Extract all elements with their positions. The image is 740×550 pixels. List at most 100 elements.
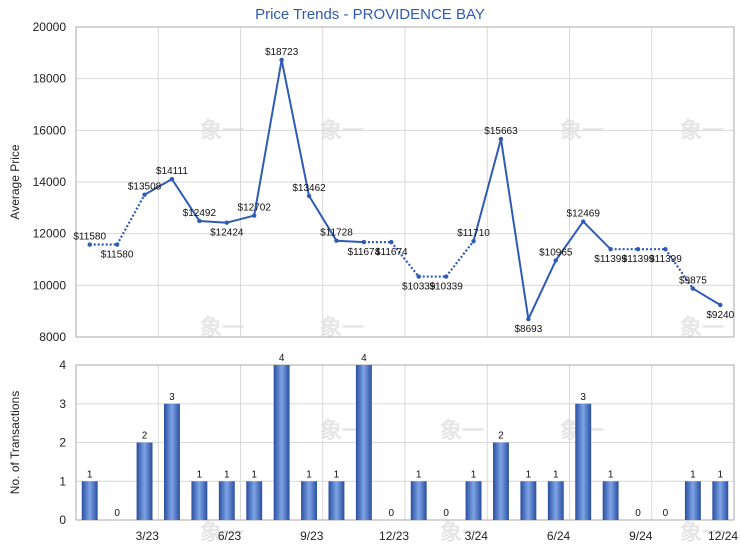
transaction-bar: [273, 365, 290, 520]
watermark: 象一: [440, 418, 484, 443]
price-y-tick-label: 12000: [33, 227, 67, 241]
price-data-label: $18723: [265, 47, 299, 58]
transaction-data-label: 4: [279, 353, 285, 364]
price-line-segment: [582, 220, 612, 250]
price-point: [416, 274, 421, 279]
x-tick-label: 6/24: [547, 529, 571, 543]
price-plot-frame: [75, 26, 735, 338]
transaction-bar: [218, 481, 235, 520]
x-tick-label: 12/23: [379, 529, 409, 543]
price-point: [553, 258, 558, 263]
transaction-data-label: 1: [416, 469, 422, 480]
x-tick-label: 3/23: [136, 529, 160, 543]
price-data-label: $11674: [348, 247, 381, 258]
price-data-label: $9875: [679, 276, 707, 287]
price-line-segment: [336, 239, 364, 244]
price-data-label: $13462: [292, 183, 326, 194]
price-line-segment: [527, 259, 557, 320]
transaction-data-label: 0: [389, 508, 395, 519]
txn-y-tick-label: 3: [59, 397, 66, 411]
txn-plot-frame: [75, 364, 735, 521]
price-data-label: $10339: [402, 282, 436, 293]
transaction-data-label: 0: [635, 508, 641, 519]
price-data-label: $11674: [375, 247, 408, 258]
watermark: 象一: [320, 315, 364, 340]
price-point: [169, 176, 175, 182]
txn-y-axis-title: No. of Transactions: [8, 391, 22, 494]
x-tick-label: 9/23: [300, 529, 324, 543]
price-data-label: $11399: [622, 254, 655, 265]
price-point: [690, 286, 696, 291]
price-data-label: $9240: [706, 310, 734, 321]
transaction-bar: [575, 403, 592, 520]
price-point: [142, 192, 147, 197]
chart-title: Price Trends - PROVIDENCE BAY: [255, 6, 485, 23]
price-y-tick-label: 8000: [39, 330, 66, 344]
transaction-bar: [81, 481, 98, 520]
price-point: [224, 220, 229, 225]
watermark: 象一: [680, 315, 724, 340]
price-point: [443, 274, 449, 279]
transaction-bar: [136, 442, 153, 520]
transaction-data-label: 1: [690, 469, 696, 480]
watermark: 象一: [200, 315, 244, 340]
transaction-data-label: 1: [334, 469, 340, 480]
transaction-data-label: 1: [197, 469, 203, 480]
price-line-segment: [390, 241, 420, 278]
transaction-bar: [191, 481, 208, 520]
price-line-segment: [171, 178, 201, 222]
watermark: 象一: [440, 520, 484, 545]
transaction-bar: [602, 481, 619, 520]
price-line-segment: [445, 240, 475, 278]
price-line-segment: [692, 287, 721, 306]
price-data-label: $12492: [183, 208, 217, 219]
price-point: [581, 219, 586, 224]
transaction-bar: [164, 403, 180, 520]
transaction-bar: [684, 481, 701, 520]
price-data-label: $11710: [457, 228, 490, 239]
price-point: [361, 239, 367, 245]
price-data-label: $12469: [567, 209, 601, 220]
txn-y-tick-label: 2: [59, 436, 66, 450]
price-point: [197, 218, 202, 224]
price-data-label: $11580: [101, 250, 134, 261]
price-line-segment: [144, 178, 173, 196]
transaction-bar: [328, 481, 345, 520]
price-data-label: $11399: [594, 254, 627, 265]
transaction-data-label: 2: [142, 431, 148, 442]
price-y-tick-label: 18000: [33, 72, 67, 86]
price-data-label: $12702: [238, 203, 272, 214]
x-tick-label: 6/23: [218, 529, 242, 543]
price-point: [608, 246, 613, 252]
transaction-data-label: 0: [663, 508, 669, 519]
price-data-label: $10339: [429, 282, 463, 293]
price-line-segment: [280, 59, 311, 197]
price-data-label: $15663: [484, 126, 518, 137]
txn-y-tick-label: 1: [59, 474, 66, 488]
transaction-bar: [712, 481, 729, 520]
transaction-bar: [465, 481, 482, 520]
transaction-bar: [355, 365, 372, 520]
price-line-segment: [472, 138, 502, 242]
price-data-label: $10965: [539, 247, 573, 258]
price-line-segment: [199, 219, 227, 224]
transaction-bar: [520, 481, 537, 520]
price-line-segment: [226, 214, 255, 224]
price-point: [306, 193, 312, 199]
transaction-data-label: 0: [114, 508, 120, 519]
watermark: 象一: [200, 520, 244, 545]
price-line-segment: [554, 220, 585, 261]
transaction-data-label: 1: [608, 469, 614, 480]
price-y-tick-label: 14000: [33, 175, 67, 189]
transaction-data-label: 1: [526, 469, 532, 480]
transaction-data-label: 1: [87, 469, 93, 480]
transaction-bar: [410, 481, 427, 520]
price-data-label: $11399: [649, 254, 682, 265]
price-point: [498, 136, 504, 142]
price-y-tick-label: 10000: [33, 278, 67, 292]
transaction-data-label: 1: [251, 469, 257, 480]
price-point: [87, 242, 92, 247]
price-point: [718, 302, 723, 308]
price-data-label: $11728: [320, 228, 353, 239]
